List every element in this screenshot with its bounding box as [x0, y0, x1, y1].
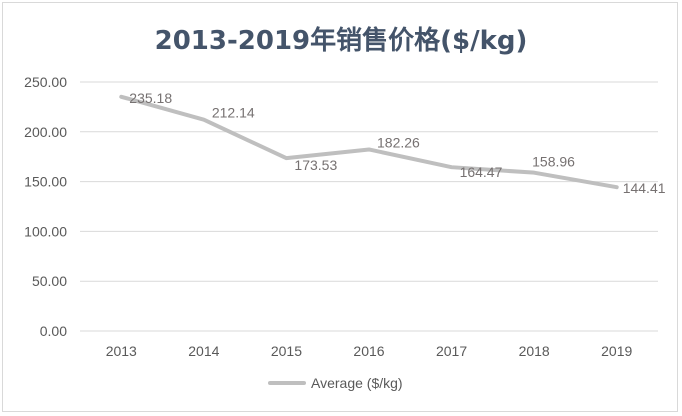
data-label: 144.41 [623, 180, 666, 196]
legend: Average ($/kg) [268, 375, 403, 391]
x-tick-label: 2013 [106, 343, 137, 359]
x-tick-label: 2019 [601, 343, 632, 359]
x-tick-label: 2015 [271, 343, 302, 359]
series-group [119, 94, 619, 190]
y-tick-label: 200.00 [24, 124, 67, 140]
chart-title: 2013-2019年销售价格($/kg) [155, 25, 528, 56]
x-tick-label: 2014 [188, 343, 219, 359]
data-label: 235.18 [129, 90, 172, 106]
legend-label: Average ($/kg) [311, 375, 403, 391]
data-label: 173.53 [294, 157, 337, 173]
data-label: 164.47 [460, 164, 503, 180]
y-tick-label: 250.00 [24, 74, 67, 90]
y-tick-label: 0.00 [40, 323, 67, 339]
data-label: 158.96 [532, 154, 575, 170]
series-line [119, 94, 619, 190]
gridlines [80, 81, 658, 332]
x-tick-label: 2017 [436, 343, 467, 359]
x-axis-ticks: 2013 2014 2015 2016 2017 2018 2019 [106, 343, 633, 359]
data-labels: 235.18 212.14 173.53 182.26 164.47 158.96 144.… [129, 90, 665, 196]
chart-frame [2, 2, 678, 412]
x-tick-label: 2018 [519, 343, 550, 359]
data-label: 182.26 [377, 134, 420, 150]
y-tick-label: 100.00 [24, 223, 67, 239]
x-tick-label: 2016 [353, 343, 384, 359]
data-label: 212.14 [212, 105, 255, 121]
y-axis-ticks: 0.00 50.00 100.00 150.00 200.00 250.00 [24, 74, 67, 339]
y-tick-label: 150.00 [24, 174, 67, 190]
y-tick-label: 50.00 [32, 273, 67, 289]
